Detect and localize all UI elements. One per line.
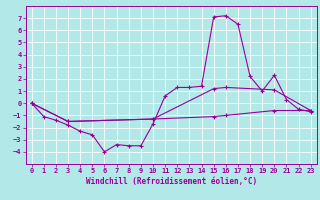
X-axis label: Windchill (Refroidissement éolien,°C): Windchill (Refroidissement éolien,°C)	[86, 177, 257, 186]
